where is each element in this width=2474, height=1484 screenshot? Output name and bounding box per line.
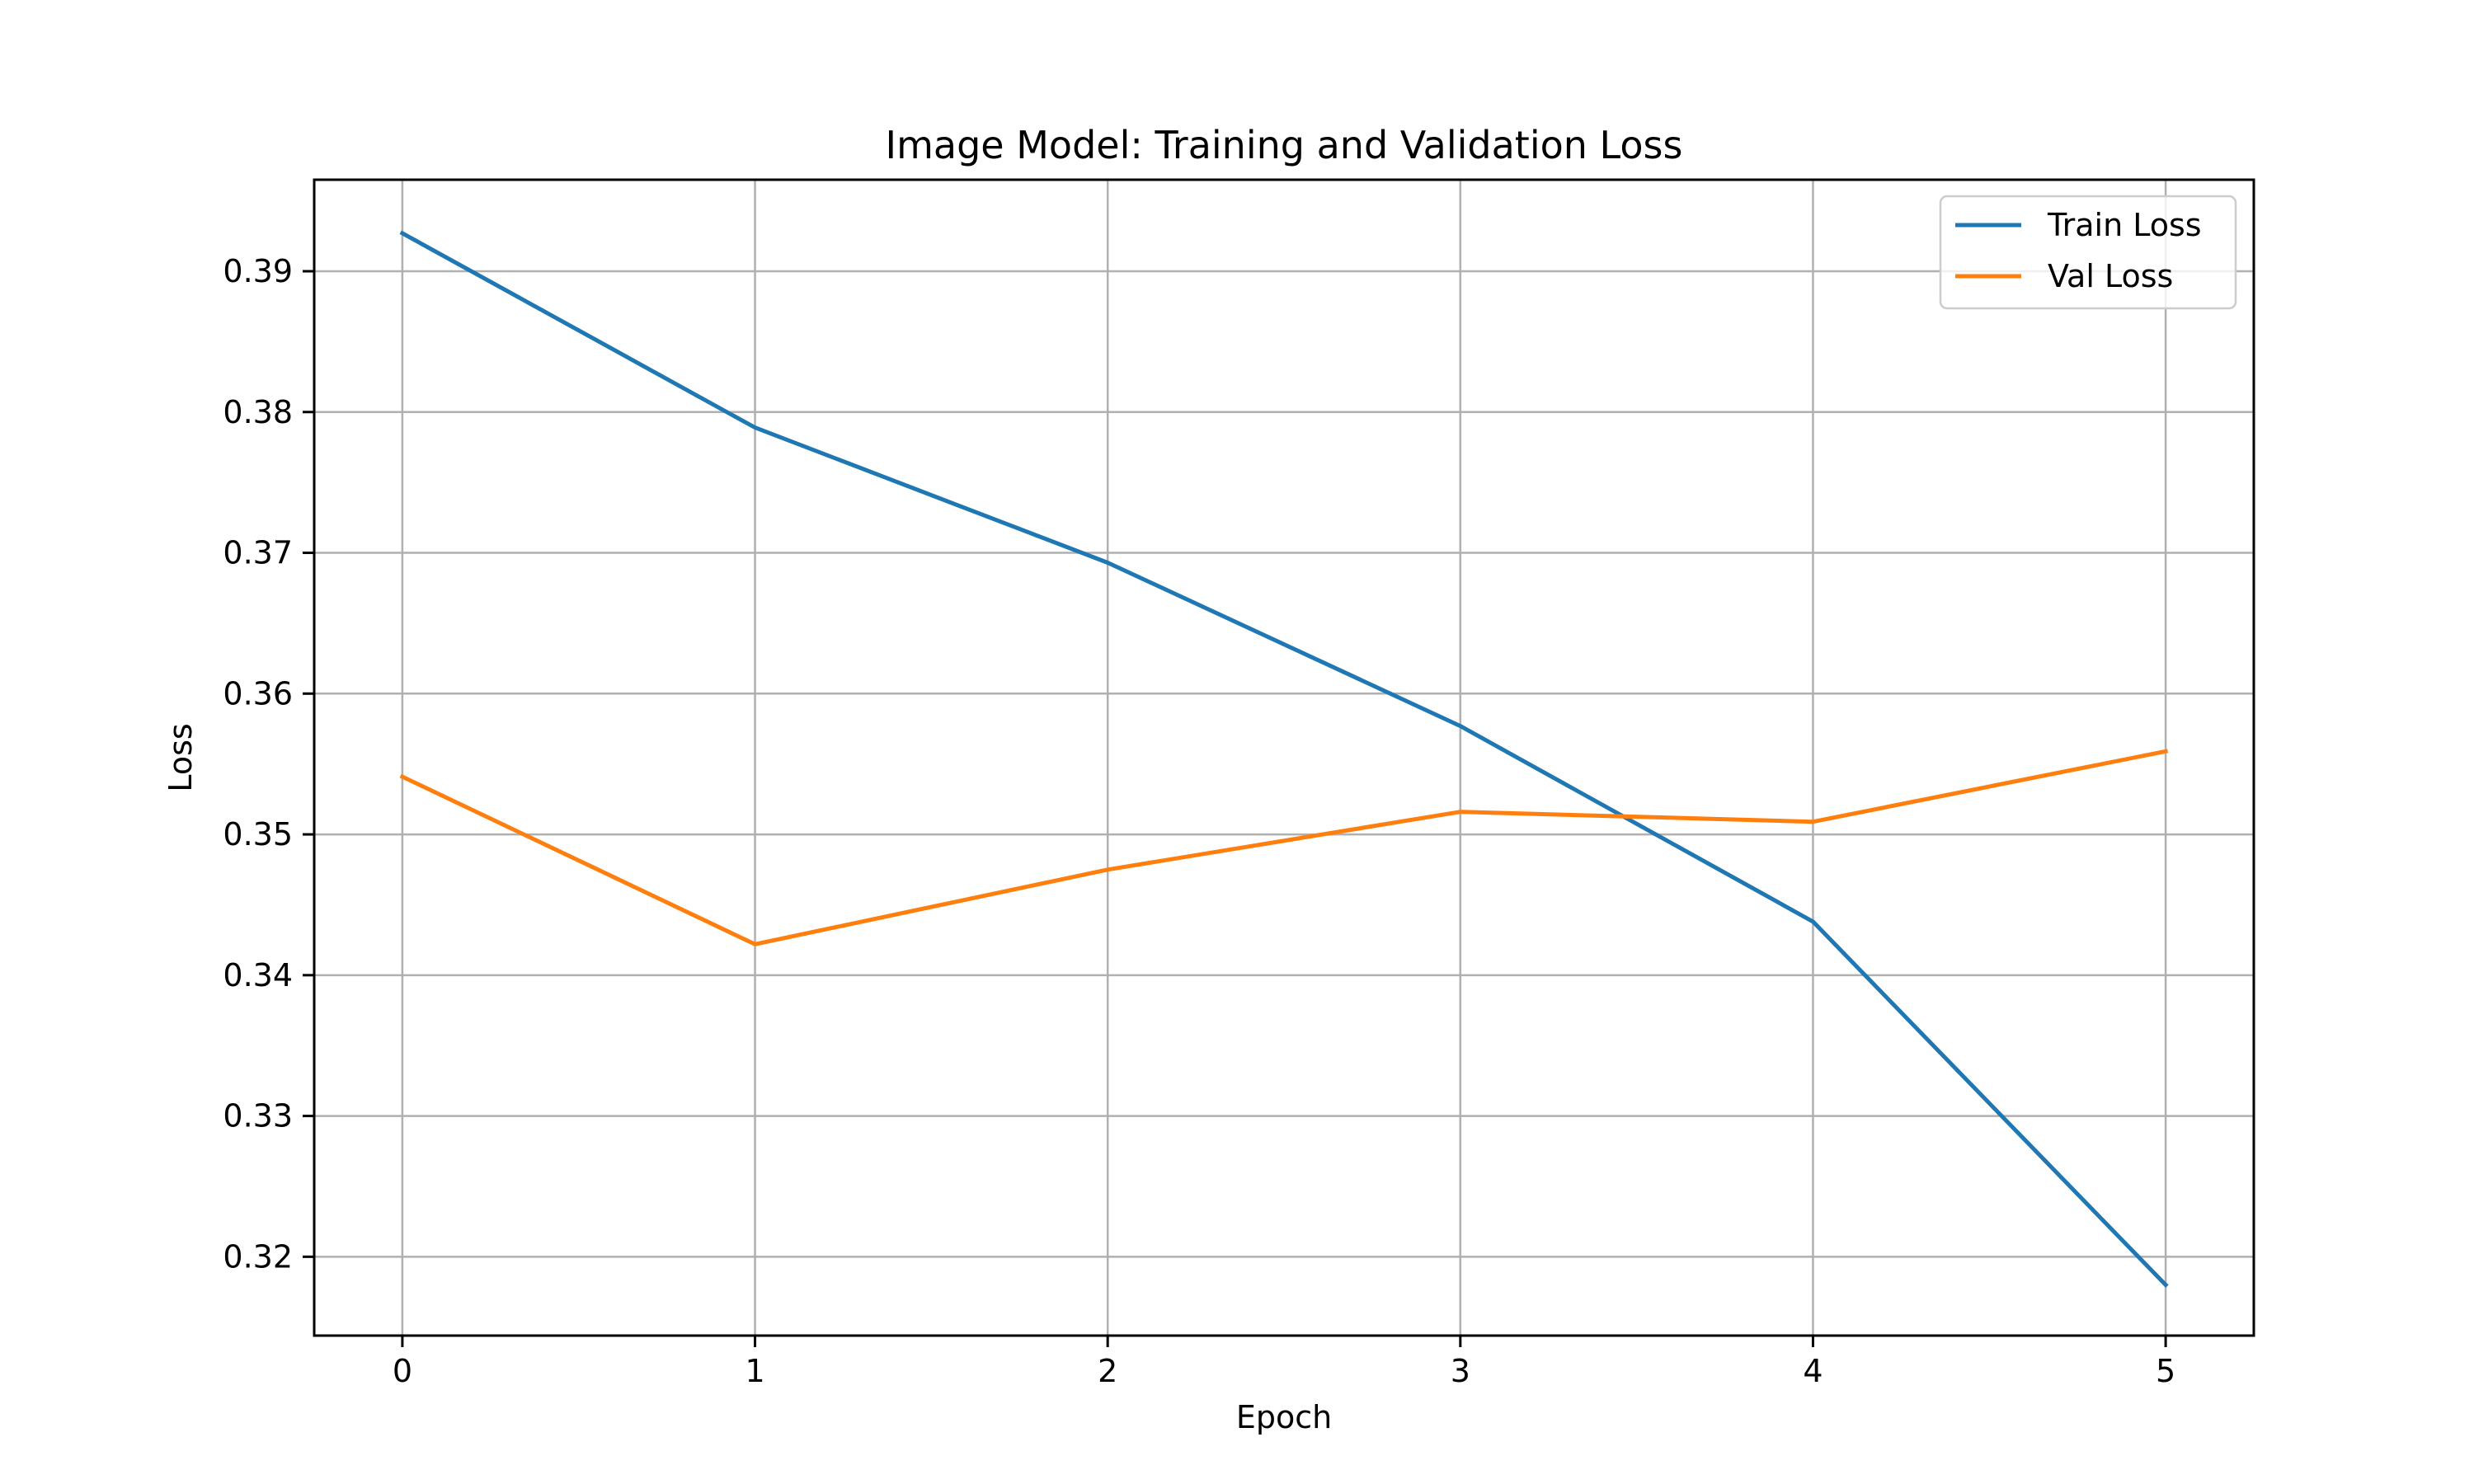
x-tick-label: 2 — [1098, 1353, 1117, 1389]
y-tick-label: 0.37 — [223, 535, 293, 571]
y-tick-label: 0.35 — [223, 816, 293, 852]
series-lines — [399, 230, 2169, 1289]
legend: Train Loss Val Loss — [1939, 195, 2237, 310]
y-tick-label: 0.36 — [223, 675, 293, 711]
legend-label: Train Loss — [2047, 207, 2202, 243]
y-axis-label: Loss — [162, 723, 199, 791]
y-tick-label: 0.32 — [223, 1238, 293, 1275]
axis-ticks: 0 1 2 3 4 5 0.32 0.33 0.34 0.35 0.36 0.37 0.38 0.39 — [223, 253, 2175, 1389]
series-line-train-loss — [399, 230, 2169, 1289]
legend-label: Val Loss — [2048, 258, 2173, 294]
y-tick-label: 0.34 — [223, 957, 293, 993]
x-tick-label: 4 — [1803, 1353, 1823, 1389]
plot-frame — [313, 178, 2255, 1337]
y-tick-label: 0.39 — [223, 253, 293, 289]
x-tick-label: 1 — [745, 1353, 764, 1389]
x-tick-label: 5 — [2156, 1353, 2175, 1389]
grid — [314, 180, 2254, 1336]
x-tick-label: 0 — [393, 1353, 412, 1389]
chart-title: Image Model: Training and Validation Los… — [886, 123, 1683, 167]
x-axis-label: Epoch — [1236, 1399, 1332, 1435]
series-line-val-loss — [399, 749, 2169, 946]
x-tick-label: 3 — [1451, 1353, 1470, 1389]
y-tick-label: 0.38 — [223, 394, 293, 430]
y-tick-label: 0.33 — [223, 1098, 293, 1134]
